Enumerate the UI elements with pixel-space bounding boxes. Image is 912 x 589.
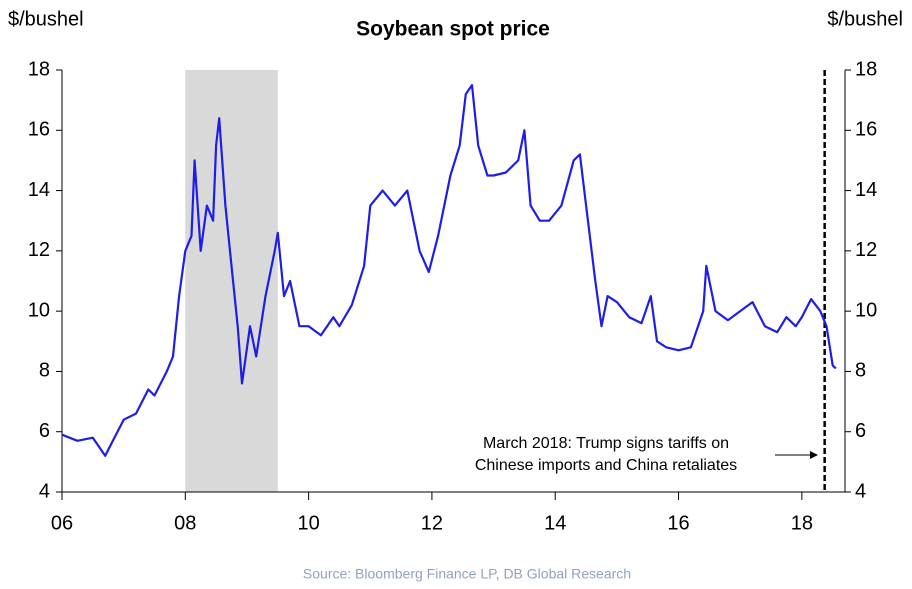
source: Source: Bloomberg Finance LP, DB Global … xyxy=(303,566,631,582)
y-axis-label: $/bushel xyxy=(8,8,84,30)
x-tick-label: 16 xyxy=(667,512,689,534)
x-tick-label: 10 xyxy=(297,512,319,534)
y2-tick-label: 4 xyxy=(855,480,866,502)
y2-tick-label: 8 xyxy=(855,360,866,382)
y2-tick-label: 12 xyxy=(855,239,877,261)
y-tick-label: 12 xyxy=(28,239,50,261)
y-tick-label: 18 xyxy=(28,58,50,80)
chart-title: Soybean spot price xyxy=(356,18,550,41)
price-line xyxy=(61,84,837,457)
x-tick-label: 14 xyxy=(544,512,566,534)
y-tick-label: 10 xyxy=(28,299,50,321)
annotation: Chinese imports and China retaliates xyxy=(475,457,737,474)
y2-axis-label: $/bushel xyxy=(827,8,903,30)
y2-tick-label: 6 xyxy=(855,420,866,442)
x-tick-label: 06 xyxy=(51,512,73,534)
y-tick-label: 8 xyxy=(39,360,50,382)
y-tick-label: 14 xyxy=(28,179,50,201)
y2-tick-label: 10 xyxy=(855,299,877,321)
shaded-region xyxy=(185,70,278,492)
y2-tick-label: 16 xyxy=(855,119,877,141)
y-tick-label: 16 xyxy=(28,119,50,141)
annotation: March 2018: Trump signs tariffs on xyxy=(483,435,729,452)
arrow-head xyxy=(810,451,818,459)
x-tick-label: 18 xyxy=(791,512,813,534)
y2-tick-label: 18 xyxy=(855,58,877,80)
y2-tick-label: 14 xyxy=(855,179,877,201)
x-tick-label: 12 xyxy=(421,512,443,534)
x-tick-label: 08 xyxy=(174,512,196,534)
y-tick-label: 6 xyxy=(39,420,50,442)
y-tick-label: 4 xyxy=(39,480,50,502)
